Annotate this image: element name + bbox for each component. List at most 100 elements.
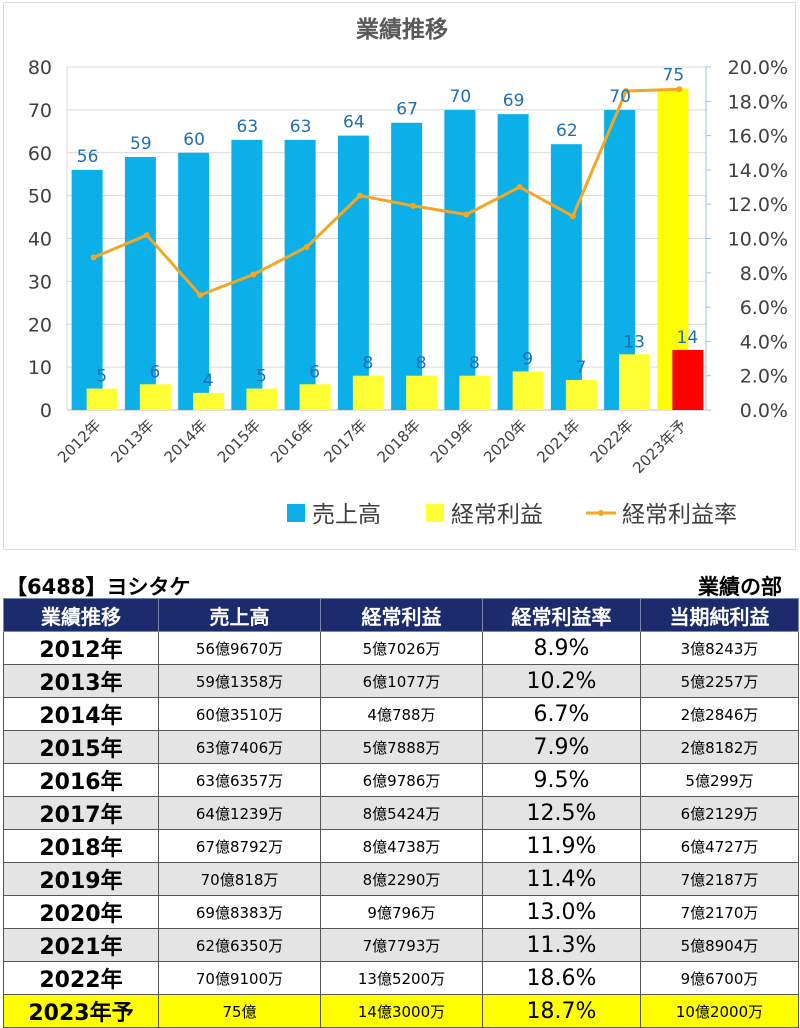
sales-cell: 70億9100万 — [158, 961, 321, 995]
net-income-cell: 5億2257万 — [640, 664, 799, 698]
y-left-tick-label: 10 — [28, 357, 52, 379]
x-tick-label: 2014年 — [161, 416, 211, 466]
y-left-tick-label: 60 — [28, 143, 52, 165]
profit-rate-cell: 13.0% — [482, 895, 641, 929]
sales-bar — [391, 122, 423, 411]
sales-cell: 70億818万 — [158, 862, 321, 896]
ordinary-profit-value-label: 8 — [469, 354, 480, 374]
year-cell: 2012年 — [3, 631, 159, 665]
legend-label-sales: 売上高 — [312, 502, 381, 528]
ordinary-profit-value-label: 6 — [149, 362, 160, 382]
sales-bar — [444, 109, 476, 410]
sales-bar — [178, 152, 210, 410]
year-cell: 2013年 — [3, 664, 159, 698]
y-right-tick-label: 2.0% — [740, 366, 788, 388]
ordinary-profit-bar — [193, 392, 225, 410]
sales-value-label: 63 — [290, 117, 312, 137]
table-row: 2012年 56億9670万 5億7026万 8.9% 3億8243万 — [3, 631, 799, 665]
net-income-cell: 6億2129万 — [640, 796, 799, 830]
y-left-tick-label: 70 — [28, 100, 52, 122]
y-right-tick-label: 0.0% — [740, 400, 788, 422]
y-right-tick-label: 8.0% — [740, 263, 788, 285]
table-row: 2014年 60億3510万 4億788万 6.7% 2億2846万 — [3, 697, 799, 731]
header-profit-rate: 経常利益率 — [482, 598, 641, 632]
net-income-cell: 5億299万 — [640, 763, 799, 797]
x-tick-label: 2022年 — [587, 416, 637, 466]
x-tick-label: 2020年 — [480, 416, 530, 466]
net-income-cell: 5億8904万 — [640, 928, 799, 962]
sales-cell: 64億1239万 — [158, 796, 321, 830]
ordinary-profit-cell: 4億788万 — [320, 697, 483, 731]
table-row: 2019年 70億818万 8億2290万 11.4% 7億2187万 — [3, 862, 799, 896]
performance-chart: 業績推移 0 10 20 30 40 50 60 70 80 0.0% 2.0% 4.0% 6.0% 8.0… — [28, 16, 788, 528]
section-label: 業績の部 — [698, 575, 782, 599]
ordinary-profit-bar — [86, 388, 118, 410]
y-left-tick-label: 80 — [28, 57, 52, 79]
ordinary-profit-cell: 6億9786万 — [320, 763, 483, 797]
y-left-tick-label: 50 — [28, 186, 52, 208]
profit-rate-cell: 9.5% — [482, 763, 641, 797]
x-tick-label: 2015年 — [214, 416, 264, 466]
sales-cell: 62億6350万 — [158, 928, 321, 962]
chart-title: 業績推移 — [355, 16, 448, 43]
sales-value-label: 59 — [130, 134, 152, 154]
y-right-tick-label: 6.0% — [740, 297, 788, 319]
legend-label-ordinary-profit: 経常利益 — [451, 502, 543, 528]
legend-swatch-profit-rate-marker — [598, 510, 604, 516]
profit-rate-point — [90, 254, 97, 261]
sales-value-label: 63 — [237, 117, 259, 137]
header-period: 業績推移 — [3, 598, 159, 632]
x-tick-label: 2021年 — [533, 416, 583, 466]
ordinary-profit-bar — [139, 384, 171, 410]
y-right-tick-label: 20.0% — [728, 57, 788, 79]
y-left-tick-label: 20 — [28, 314, 52, 336]
profit-rate-point — [250, 271, 257, 278]
ordinary-profit-value-label: 4 — [203, 371, 214, 391]
y-right-tick-label: 4.0% — [740, 331, 788, 353]
header-net-income: 当期純利益 — [640, 598, 799, 632]
ordinary-profit-bar — [246, 388, 278, 410]
net-income-cell: 7億2187万 — [640, 862, 799, 896]
x-tick-label: 2013年 — [107, 416, 157, 466]
net-income-cell: 6億4727万 — [640, 829, 799, 863]
chart-frame: 業績推移 0 10 20 30 40 50 60 70 80 0.0% 2.0% 4.0% 6.0% 8.0… — [3, 2, 796, 550]
ordinary-profit-cell: 8億4738万 — [320, 829, 483, 863]
ordinary-profit-cell: 13億5200万 — [320, 961, 483, 995]
net-income-cell: 9億6700万 — [640, 961, 799, 995]
profit-rate-cell: 11.4% — [482, 862, 641, 896]
profit-rate-cell: 11.9% — [482, 829, 641, 863]
profit-rate-cell: 18.6% — [482, 961, 641, 995]
x-tick-label: 2016年 — [267, 416, 317, 466]
y-right-tick-label: 16.0% — [728, 126, 788, 148]
profit-rate-point — [410, 202, 417, 209]
sales-cell: 60億3510万 — [158, 697, 321, 731]
table-row: 2020年 69億8383万 9億796万 13.0% 7億2170万 — [3, 895, 799, 929]
sales-bar — [284, 139, 316, 410]
header-sales: 売上高 — [158, 598, 321, 632]
sales-bar — [231, 139, 263, 410]
ordinary-profit-bar — [406, 375, 438, 410]
y-right-tick-label: 10.0% — [728, 229, 788, 251]
ordinary-profit-value-label: 5 — [96, 367, 107, 387]
ordinary-profit-bar — [565, 379, 597, 410]
profit-rate-line — [93, 87, 680, 297]
ordinary-profit-value-label: 5 — [256, 367, 267, 387]
profit-rate-point — [356, 192, 363, 199]
ordinary-profit-bar — [672, 349, 704, 410]
sales-bar — [124, 157, 156, 410]
company-name: 【6488】ヨシタケ — [6, 575, 191, 599]
table-row: 2017年 64億1239万 8億5424万 12.5% 6億2129万 — [3, 796, 799, 830]
profit-rate-point — [623, 88, 630, 95]
sales-cell: 56億9670万 — [158, 631, 321, 665]
sales-value-label: 67 — [396, 100, 418, 120]
ordinary-profit-value-label: 14 — [677, 328, 699, 348]
x-tick-label: 2017年 — [320, 416, 370, 466]
year-cell: 2022年 — [3, 961, 159, 995]
ordinary-profit-cell: 5億7888万 — [320, 730, 483, 764]
ordinary-profit-cell: 7億7793万 — [320, 928, 483, 962]
ordinary-profit-bar — [299, 384, 331, 410]
sales-value-label: 64 — [343, 113, 365, 133]
profit-rate-cell: 12.5% — [482, 796, 641, 830]
profit-rate-cell: 18.7% — [482, 994, 641, 1028]
year-cell: 2016年 — [3, 763, 159, 797]
